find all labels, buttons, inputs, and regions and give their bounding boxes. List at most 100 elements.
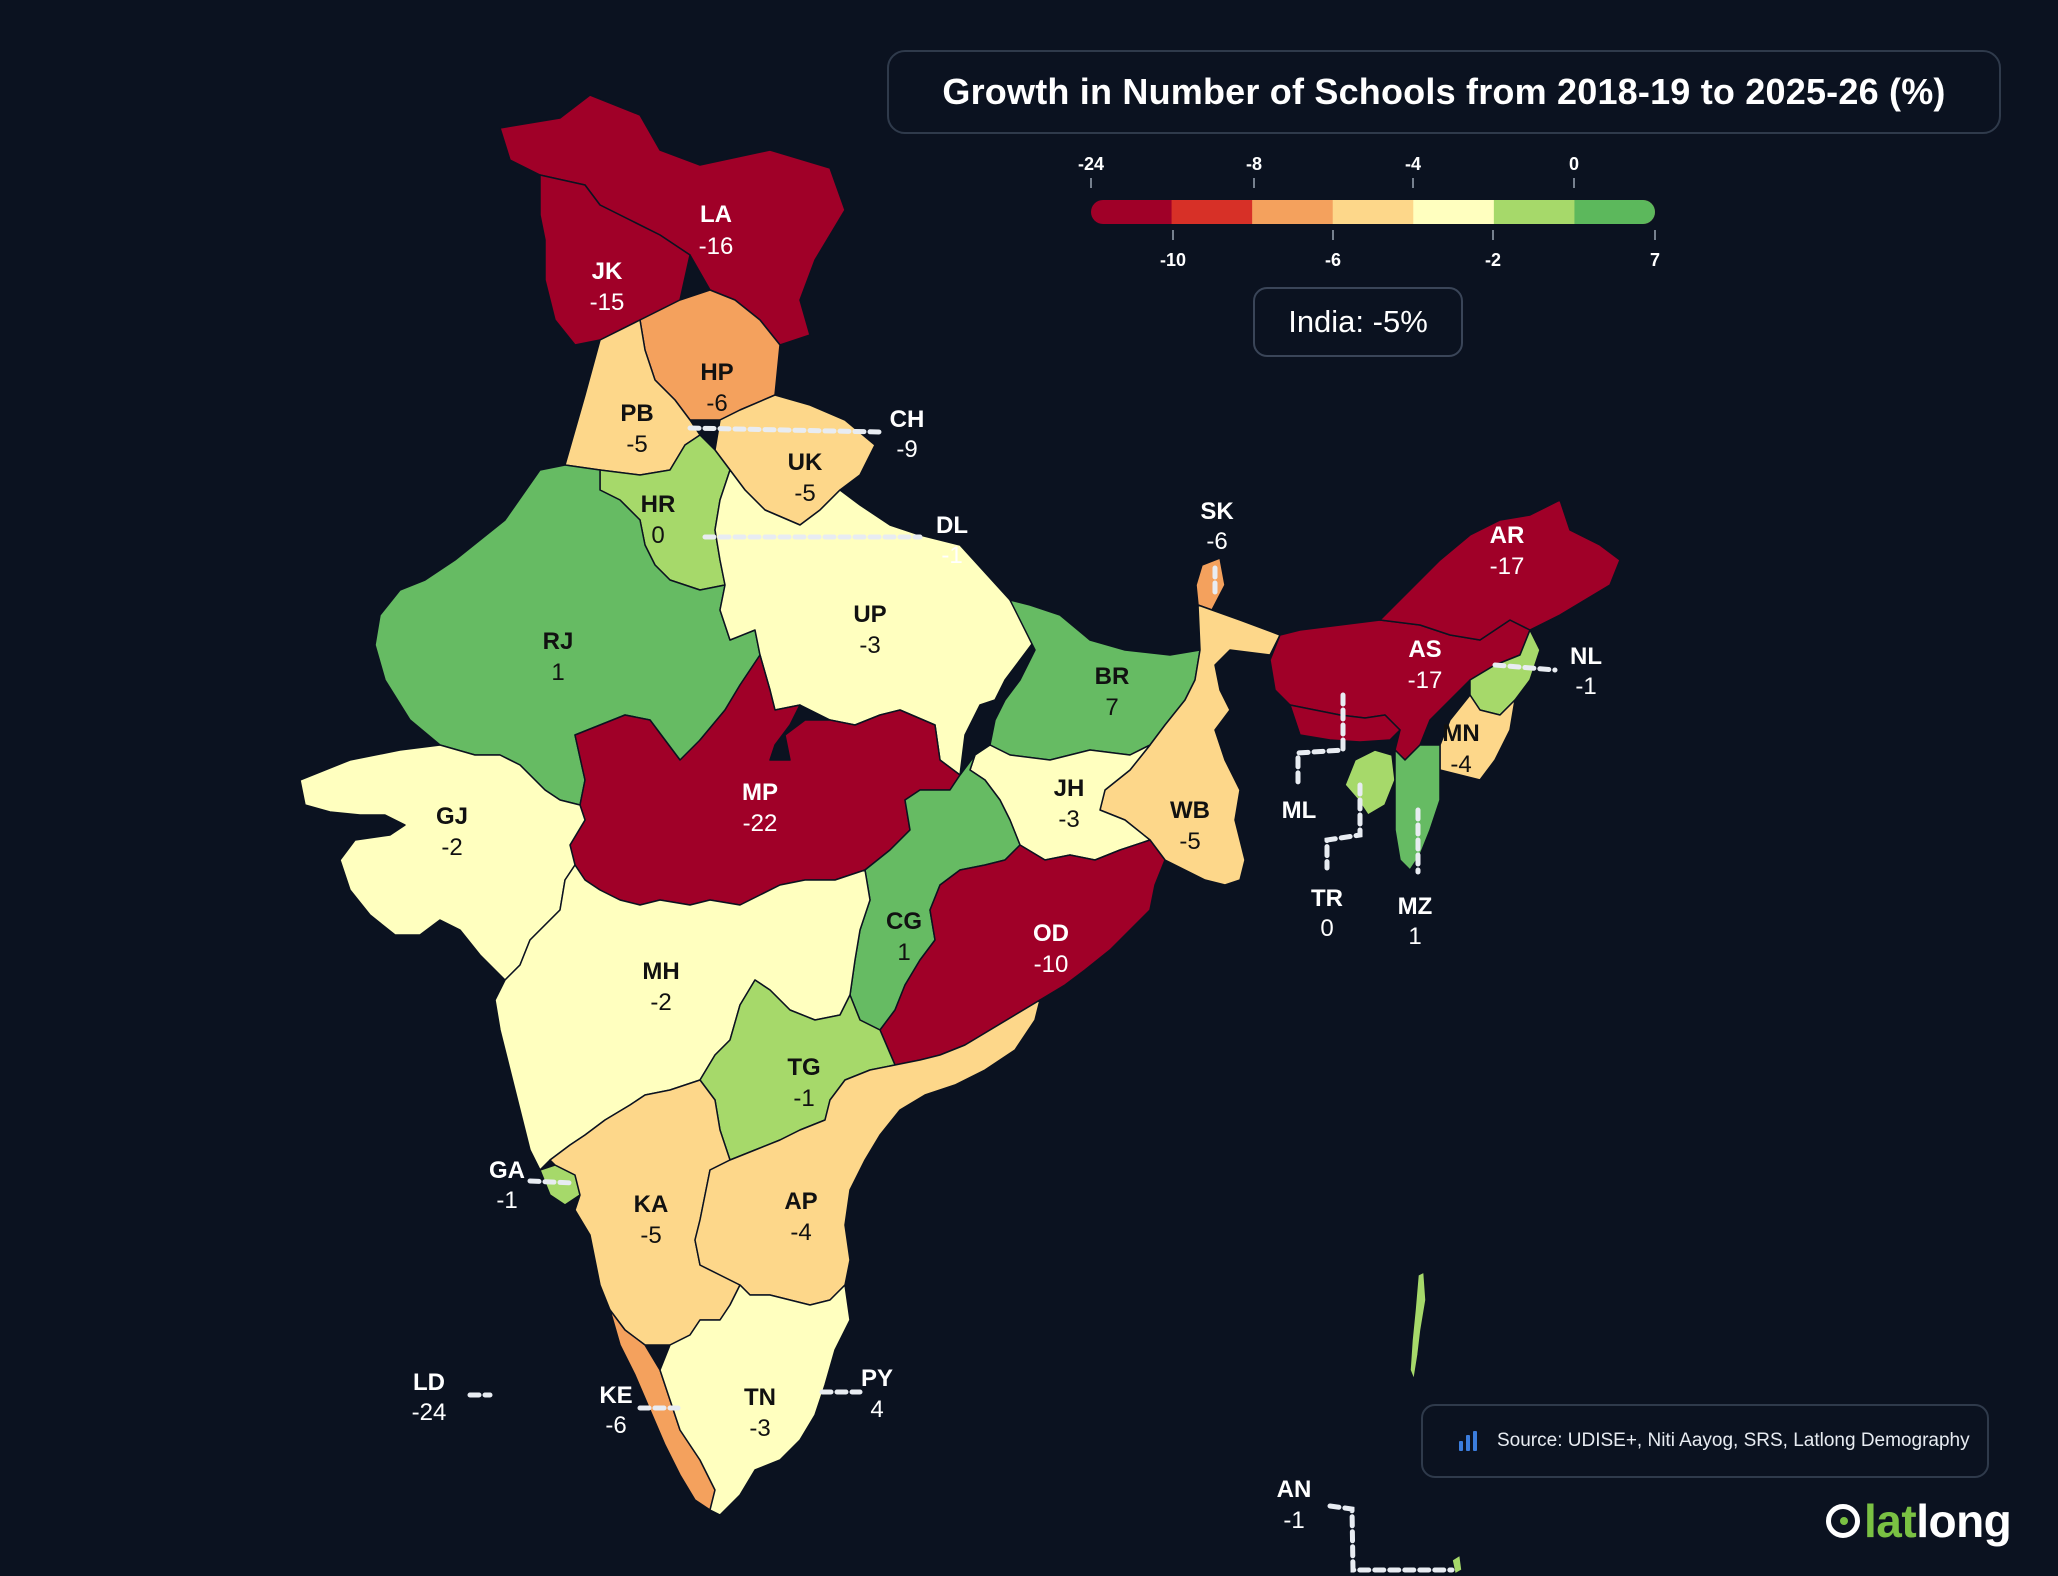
legend-color-bar: [1091, 200, 1655, 224]
label-dl-code: DL: [936, 512, 968, 539]
label-gj-code: GJ: [436, 803, 468, 830]
label-ld-value: -24: [412, 1399, 447, 1426]
label-br-code: BR: [1095, 663, 1130, 690]
label-ap-value: -4: [790, 1219, 811, 1246]
region-mn: [1439, 694, 1516, 781]
label-sk-code: SK: [1200, 498, 1234, 525]
label-ld-code: LD: [413, 1369, 445, 1396]
logo-wordmark: latlong: [1864, 1494, 2012, 1548]
label-ga-value: -1: [496, 1187, 517, 1214]
legend-swatch-1: [1171, 200, 1253, 224]
label-hp-code: HP: [700, 359, 733, 386]
label-up-code: UP: [853, 601, 886, 628]
label-uk-code: UK: [788, 449, 823, 476]
label-ke-value: -6: [605, 1412, 626, 1439]
label-ch-code: CH: [890, 406, 925, 433]
label-la-code: LA: [700, 201, 732, 228]
legend: -24 -8 -4 0 -10 -6 -2 7: [1078, 154, 1660, 270]
legend-tick-bottom-0: -10: [1160, 250, 1186, 270]
label-mh-value: -2: [650, 989, 671, 1016]
label-od-code: OD: [1033, 920, 1069, 947]
label-br-value: 7: [1105, 694, 1118, 721]
label-mn-code: MN: [1442, 720, 1479, 747]
label-rj-value: 1: [551, 659, 564, 686]
region-sk: [1195, 557, 1226, 611]
bar-chart-icon: [1459, 1431, 1477, 1451]
label-tg-code: TG: [787, 1054, 820, 1081]
region-tn: [659, 1284, 851, 1516]
legend-swatch-0: [1103, 200, 1173, 224]
legend-tick-bottom-1: -6: [1325, 250, 1341, 270]
label-tn-code: TN: [744, 1384, 776, 1411]
label-hr-value: 0: [651, 522, 664, 549]
legend-tick-top-3: 0: [1569, 154, 1579, 174]
label-cg-code: CG: [886, 908, 922, 935]
leader-ga: [527, 1178, 576, 1186]
label-ke-code: KE: [599, 1382, 632, 1409]
label-rj-code: RJ: [543, 628, 574, 655]
label-ar-value: -17: [1490, 553, 1525, 580]
label-mn-value: -4: [1450, 751, 1471, 778]
label-jh-value: -3: [1058, 806, 1079, 833]
label-mp-code: MP: [742, 779, 778, 806]
label-jk-value: -15: [590, 289, 625, 316]
national-average-text: India: -5%: [1288, 304, 1428, 339]
label-mp-value: -22: [743, 810, 778, 837]
source-note: Source: UDISE+, Niti Aayog, SRS, Latlong…: [1421, 1404, 1989, 1478]
label-ka-code: KA: [634, 1191, 669, 1218]
legend-tick-top-0: -24: [1078, 154, 1104, 174]
label-ka-value: -5: [640, 1222, 661, 1249]
legend-ticks: [1090, 178, 1656, 240]
label-an-value: -1: [1283, 1507, 1304, 1534]
legend-swatch-5: [1493, 200, 1575, 224]
leader-an: [1327, 1503, 1455, 1573]
label-uk-value: -5: [794, 480, 815, 507]
state-labels: LA -16 JK -15 HP -6 PB -5 CH -9 UK -5 HR…: [412, 201, 1602, 1534]
label-as-value: -17: [1408, 667, 1443, 694]
label-hp-value: -6: [706, 390, 727, 417]
label-mz-code: MZ: [1398, 893, 1433, 920]
label-wb-code: WB: [1170, 797, 1210, 824]
logo-suffix: long: [1916, 1495, 2012, 1547]
region-mz: [1394, 744, 1441, 871]
region-ap: [694, 999, 1041, 1306]
label-tr-code: TR: [1311, 885, 1343, 912]
label-cg-value: 1: [897, 939, 910, 966]
leader-nl: [1492, 662, 1558, 673]
legend-tick-top-2: -4: [1405, 154, 1421, 174]
label-ga-code: GA: [489, 1157, 525, 1184]
label-wb-value: -5: [1179, 828, 1200, 855]
label-ch-value: -9: [896, 436, 917, 463]
label-pb-code: PB: [620, 400, 653, 427]
chart-title-text: Growth in Number of Schools from 2018-19…: [942, 71, 1946, 112]
label-tr-value: 0: [1320, 915, 1333, 942]
label-pb-value: -5: [626, 431, 647, 458]
label-la-value: -16: [699, 233, 734, 260]
label-od-value: -10: [1034, 951, 1069, 978]
leader-ml: [1295, 692, 1346, 788]
legend-tick-bottom-3: 7: [1650, 250, 1660, 270]
legend-tick-bottom-2: -2: [1485, 250, 1501, 270]
leader-ch: [687, 425, 883, 435]
region-tr: [1344, 749, 1396, 816]
label-tn-value: -3: [749, 1415, 770, 1442]
label-py-value: 4: [870, 1396, 883, 1423]
label-sk-value: -6: [1206, 528, 1227, 555]
label-dl-value: -1: [941, 542, 962, 569]
label-up-value: -3: [859, 632, 880, 659]
leader-tr: [1324, 782, 1363, 871]
logo-prefix: lat: [1864, 1495, 1917, 1547]
label-tg-value: -1: [793, 1085, 814, 1112]
latlong-logo: latlong: [1826, 1494, 2012, 1548]
national-average-badge: India: -5%: [1253, 287, 1463, 357]
label-py-code: PY: [861, 1365, 893, 1392]
state-regions: [299, 94, 1621, 1575]
legend-swatch-4: [1413, 200, 1495, 224]
label-jh-code: JH: [1054, 775, 1085, 802]
leader-lines: [467, 425, 1558, 1573]
label-an-code: AN: [1277, 1476, 1312, 1503]
region-wb: [1099, 604, 1281, 886]
label-mz-value: 1: [1408, 923, 1421, 950]
label-ap-code: AP: [784, 1188, 817, 1215]
